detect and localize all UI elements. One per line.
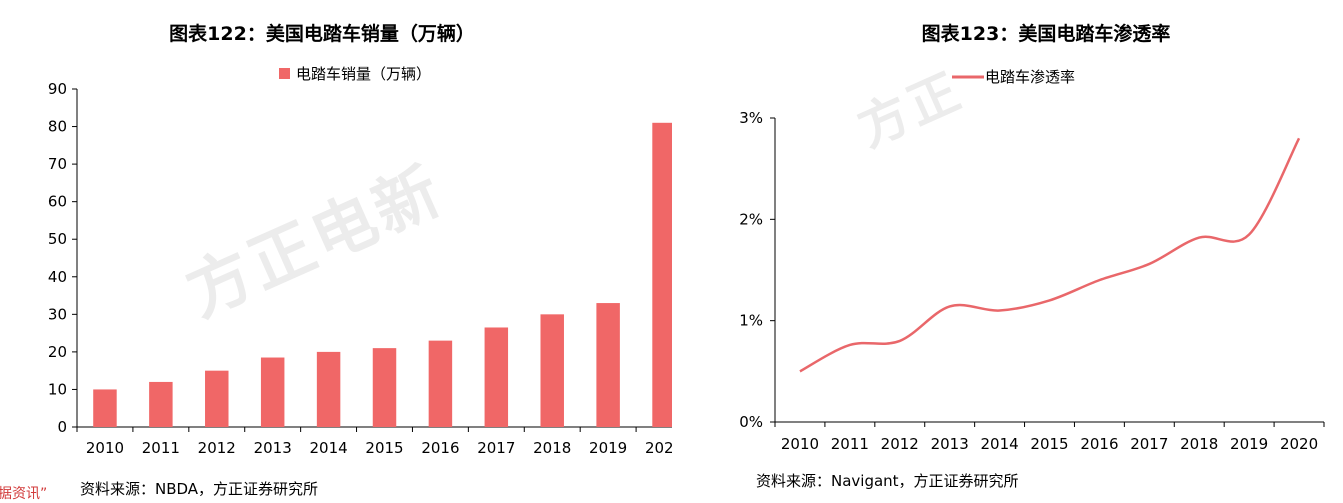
bar: [428, 340, 453, 427]
y-tick-label: 80: [48, 118, 67, 136]
bar: [652, 122, 672, 428]
y-tick-label: 40: [48, 268, 67, 286]
bar: [149, 381, 173, 427]
x-tick-label: 2014: [980, 435, 1018, 453]
bar: [596, 303, 620, 427]
legend-label: 电踏车销量（万辆）: [296, 65, 431, 83]
bar: [372, 348, 397, 427]
chart-title: 图表123：美国电踏车渗透率: [922, 22, 1171, 45]
bar: [205, 370, 229, 427]
x-tick-label: 2012: [198, 439, 236, 457]
y-tick-label: 50: [48, 230, 67, 248]
bar: [260, 357, 285, 427]
x-tick-label: 2014: [309, 439, 347, 457]
x-tick-label: 2020: [1280, 435, 1318, 453]
x-tick-label: 2019: [1230, 435, 1268, 453]
y-tick-label: 60: [48, 193, 67, 211]
bar-chart-sales: 图表122：美国电踏车销量（万辆） 电踏车销量（万辆） 0 10 20 30 40 50 6…: [48, 22, 672, 497]
plot-area: 0 10 20 30 40 50 60 70 80 90 2010 2011 2012 2013 2014 2…: [48, 80, 672, 457]
x-tick-label: 2011: [142, 439, 180, 457]
x-tick-label: 2020: [645, 439, 672, 457]
y-tick-label: 90: [48, 80, 67, 98]
x-tick-label: 2015: [365, 439, 403, 457]
y-tick-label: 20: [48, 343, 67, 361]
x-tick-label: 2013: [254, 439, 292, 457]
x-tick-label: 2018: [533, 439, 571, 457]
x-tick-label: 2017: [1130, 435, 1168, 453]
y-tick-label: 70: [48, 155, 67, 173]
x-tick-label: 2018: [1180, 435, 1218, 453]
x-tick-label: 2017: [477, 439, 515, 457]
y-tick-label: 0: [57, 418, 67, 436]
plot-area: 0% 1% 2% 3% 2010 2011 2012 2013 2014 2015 2016 2017…: [739, 109, 1325, 453]
x-tick-label: 2019: [589, 439, 627, 457]
bar: [316, 351, 341, 427]
chart-title: 图表122：美国电踏车销量（万辆）: [169, 22, 475, 45]
y-tick-label: 1%: [739, 312, 763, 330]
x-tick-label: 2013: [931, 435, 969, 453]
bar: [93, 389, 117, 427]
y-tick-label: 2%: [739, 210, 763, 228]
x-tick-label: 2015: [1030, 435, 1068, 453]
y-tick-label: 3%: [739, 109, 763, 127]
series-line: [799, 137, 1301, 373]
y-tick-label: 0%: [739, 413, 763, 431]
y-tick-label: 30: [48, 305, 67, 323]
chart-source: 资料来源：Navigant，方正证券研究所: [756, 472, 1019, 490]
x-tick-label: 2010: [86, 439, 124, 457]
x-tick-label: 2012: [881, 435, 919, 453]
line-chart-penetration: 图表123：美国电踏车渗透率 电踏车渗透率 0% 1% 2% 3% 2010 2011 20…: [739, 22, 1325, 490]
bar: [540, 314, 564, 427]
bar: [484, 327, 509, 427]
x-tick-label: 2010: [781, 435, 819, 453]
legend-swatch: [279, 68, 290, 79]
x-tick-label: 2011: [831, 435, 869, 453]
x-tick-label: 2016: [421, 439, 459, 457]
chart-source: 资料来源：NBDA，方正证券研究所: [80, 480, 318, 497]
x-tick-label: 2016: [1080, 435, 1118, 453]
legend-label: 电踏车渗透率: [985, 68, 1075, 86]
y-tick-label: 10: [48, 380, 67, 398]
